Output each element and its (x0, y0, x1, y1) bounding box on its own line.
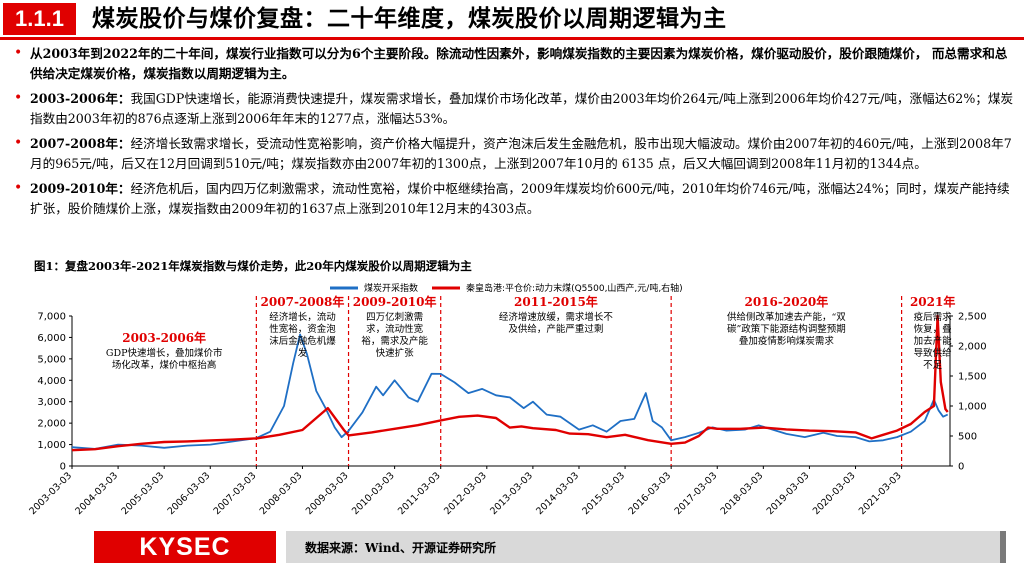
x-axis-tick-label: 2004-03-03 (73, 470, 120, 517)
x-axis-tick-label: 2013-03-03 (488, 470, 535, 517)
period-annotation-title: 2016-2020年 (744, 294, 828, 309)
right-axis-tick-label: 2,500 (958, 312, 987, 323)
left-axis-tick-label: 1,000 (37, 440, 66, 451)
x-axis-tick-label: 2008-03-03 (258, 470, 305, 517)
bullet-text: 经济增长致需求增长，受流动性宽裕影响，资产价格大幅提升，资产泡沫后发生金融危机，… (30, 136, 1012, 171)
period-annotation-text: 加去产能 (914, 335, 953, 347)
left-axis-tick-label: 2,000 (37, 419, 66, 430)
period-annotation-text: 恢复，叠 (914, 323, 952, 335)
x-axis-tick-label: 2006-03-03 (166, 470, 213, 517)
figure-title: 图1：复盘2003年-2021年煤炭指数与煤价走势，此20年内煤炭股价以周期逻辑… (34, 259, 472, 273)
legend-label: 煤炭开采指数 (364, 282, 418, 294)
bullet-text: 从2003年到2022年的二十年间，煤炭行业指数可以分为6个主要阶段。除流动性因… (30, 46, 1008, 81)
bullet-summary: • 从2003年到2022年的二十年间，煤炭行业指数可以分为6个主要阶段。除流动… (14, 44, 1014, 83)
period-annotation-text: 经济增长，流动 (269, 311, 336, 323)
period-annotation-title: 2003-2006年 (122, 330, 206, 345)
bullet-2007-2008: • 2007-2008年：经济增长致需求增长，受流动性宽裕影响，资产价格大幅提升… (14, 134, 1014, 173)
coal-price-line (71, 314, 949, 452)
period-annotation-text: 四万亿刺激需 (366, 311, 423, 323)
x-axis-tick-label: 2005-03-03 (119, 470, 166, 517)
data-source: 数据来源：Wind、开源证券研究所 (305, 541, 496, 555)
left-axis-tick-label: 7,000 (37, 312, 66, 323)
x-axis-tick-label: 2021-03-03 (857, 470, 904, 517)
period-annotation-title: 2011-2015年 (514, 294, 598, 309)
period-annotation-title: 2021年 (910, 294, 955, 309)
bullet-2009-2010: • 2009-2010年：经济危机后，国内四万亿刺激需求，流动性宽裕，煤价中枢继… (14, 179, 1014, 218)
slide-title: 煤炭股价与煤价复盘：二十年维度，煤炭股价以周期逻辑为主 (92, 5, 727, 32)
coal-index-price-chart: 0 1,000 2,000 3,000 4,000 5,000 6,000 7,000 0 500… (27, 282, 987, 517)
kysec-logo: KYSEC (94, 531, 276, 563)
period-annotation-text: 沫后金融危机爆 (269, 335, 336, 347)
left-axis-tick-label: 0 (60, 462, 66, 473)
x-axis-tick-label: 2010-03-03 (350, 470, 397, 517)
x-axis-tick-label: 2012-03-03 (442, 470, 489, 517)
bullet-dot-icon: • (14, 135, 23, 151)
period-annotation-text: 碳”政策下能源结构调整预期 (727, 323, 846, 335)
bullet-text: 经济危机后，国内四万亿刺激需求，流动性宽裕，煤价中枢继续抬高，2009年煤炭均价… (30, 181, 1010, 216)
period-annotation-text: 快速扩张 (376, 347, 415, 359)
bullet-lead: 2009-2010年： (30, 181, 131, 196)
slide-header: 1.1.1 煤炭股价与煤价复盘：二十年维度，煤炭股价以周期逻辑为主 (0, 0, 1024, 40)
period-annotation-text: 及供给，产能严重过剩 (508, 323, 603, 335)
x-axis-tick-label: 2016-03-03 (626, 470, 673, 517)
left-axis-tick-label: 6,000 (37, 333, 66, 344)
period-annotation-text: 场化改革，煤价中枢抬高 (112, 359, 217, 371)
right-axis-tick-label: 2,000 (958, 342, 987, 353)
period-annotation-text: 供给侧改革加速去产能，“双 (727, 311, 846, 323)
bullet-text: 我国GDP快速增长，能源消费快速提升，煤炭需求增长，叠加煤价市场化改革，煤价由2… (30, 91, 1014, 126)
period-annotation-title: 2009-2010年 (353, 294, 437, 309)
bullet-dot-icon: • (14, 90, 23, 106)
bullet-lead: 2007-2008年： (30, 136, 131, 151)
period-annotation-text: GDP快速增长，叠加煤价市 (106, 347, 223, 359)
period-annotation-text: 经济增速放缓，需求增长不 (499, 311, 614, 323)
source-bar (286, 531, 1000, 563)
left-axis-tick-label: 5,000 (37, 354, 66, 365)
x-axis-tick-label: 2019-03-03 (765, 470, 812, 517)
right-axis-tick-label: 1,000 (958, 402, 987, 413)
left-axis-tick-label: 4,000 (37, 376, 66, 387)
x-axis-tick-label: 2011-03-03 (396, 470, 443, 517)
bullet-list: • 从2003年到2022年的二十年间，煤炭行业指数可以分为6个主要阶段。除流动… (14, 44, 1014, 224)
bullet-dot-icon: • (14, 180, 23, 196)
period-annotation-text: 性宽裕，资金泡 (269, 323, 336, 335)
x-axis-tick-label: 2003-03-03 (27, 470, 74, 517)
period-annotation-title: 2007-2008年 (261, 294, 345, 309)
bullet-lead: 2003-2006年： (30, 91, 131, 106)
x-axis-tick-label: 2017-03-03 (673, 470, 720, 517)
bullet-dot-icon: • (14, 45, 23, 61)
section-number: 1.1.1 (3, 3, 76, 35)
x-axis-tick-label: 2009-03-03 (304, 470, 351, 517)
period-annotation-text: 导致供给 (914, 347, 953, 359)
right-axis-tick-label: 1,500 (958, 372, 987, 383)
period-annotation-text: 求，流动性宽 (366, 323, 424, 335)
period-annotation-text: 叠加疫情影响煤炭需求 (739, 335, 835, 347)
legend-label: 秦皇岛港:平仓价:动力末煤(Q5500,山西产,元/吨,右轴) (466, 282, 683, 294)
header-divider (0, 37, 1024, 40)
right-axis-tick-label: 0 (958, 462, 964, 473)
x-axis-tick-label: 2020-03-03 (811, 470, 858, 517)
x-axis-tick-label: 2018-03-03 (719, 470, 766, 517)
period-annotation-text: 发 (298, 347, 308, 359)
right-axis-tick-label: 500 (958, 432, 977, 443)
left-axis-tick-label: 3,000 (37, 397, 66, 408)
period-annotation-text: 疫后需求 (914, 311, 953, 323)
period-annotation-text: 裕，需求及产能 (361, 335, 428, 347)
x-axis-tick-label: 2014-03-03 (534, 470, 581, 517)
period-annotation-text: 不足 (923, 360, 943, 371)
x-axis-tick-label: 2015-03-03 (580, 470, 627, 517)
x-axis-tick-label: 2007-03-03 (212, 470, 259, 517)
bullet-2003-2006: • 2003-2006年：我国GDP快速增长，能源消费快速提升，煤炭需求增长，叠… (14, 89, 1014, 128)
coal-index-line (71, 333, 949, 450)
source-bar-edge (1000, 531, 1006, 563)
